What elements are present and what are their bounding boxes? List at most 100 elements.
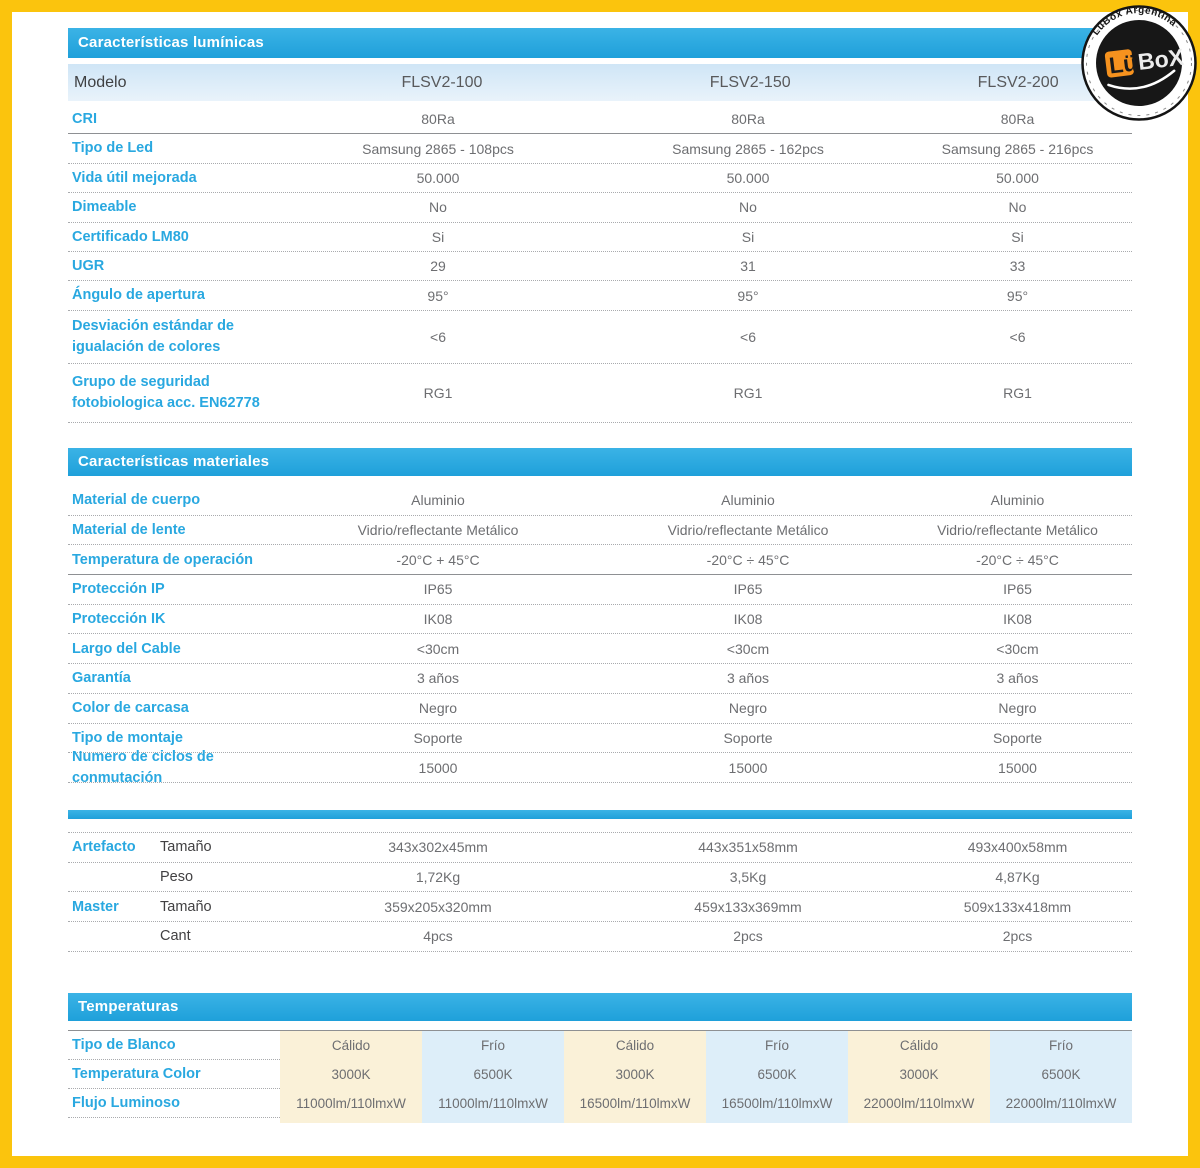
table-row: Material de lente Vidrio/reflectante Met… — [68, 516, 1132, 546]
cell: 11000lm/110lmxW — [280, 1089, 422, 1118]
cell: RG1 — [733, 384, 763, 401]
cell: 6500K — [990, 1060, 1132, 1089]
dimensiones-table: Artefacto Tamaño 343x302x45mm 443x351x58… — [68, 832, 1132, 952]
cell: 16500lm/110lmxW — [564, 1089, 706, 1118]
cell: Frío — [990, 1031, 1132, 1060]
row-label: Protección IK — [72, 610, 166, 627]
row-label: Material de lente — [72, 521, 186, 538]
cell: 50.000 — [996, 169, 1039, 186]
sub-label: Cant — [160, 928, 191, 945]
cell: 80Ra — [1000, 111, 1035, 128]
cell: Samsung 2865 - 216pcs — [941, 140, 1094, 157]
cell: 15000 — [418, 759, 458, 776]
cell: 16500lm/110lmxW — [706, 1089, 848, 1118]
cell: 3 años — [996, 670, 1039, 687]
row-label: Tipo de Led — [72, 140, 154, 157]
cell: 1,72Kg — [415, 869, 461, 886]
cell: Negro — [728, 700, 768, 717]
cell: IK08 — [733, 611, 763, 628]
cell: IP65 — [1003, 581, 1032, 598]
table-row: Dimeable No No No — [68, 193, 1132, 223]
cell: Soporte — [413, 729, 463, 746]
cell: No — [429, 199, 447, 216]
model-column-1: FLSV2-100 — [401, 73, 483, 91]
row-label: Garantía — [72, 670, 131, 687]
cell: Cálido — [848, 1031, 990, 1060]
table-row: Garantía 3 años 3 años 3 años — [68, 664, 1132, 694]
cell: 31 — [740, 258, 756, 275]
table-row: UGR 29 31 33 — [68, 252, 1132, 282]
row-label: Grupo de seguridad fotobiologica acc. EN… — [72, 374, 260, 411]
cell: 2pcs — [733, 928, 763, 945]
cell: <6 — [1009, 328, 1026, 345]
sub-label: Tamaño — [160, 839, 212, 856]
cell: <30cm — [726, 640, 770, 657]
section-title: Características lumínicas — [78, 34, 264, 51]
row-label: Numero de ciclos de conmutación — [72, 749, 214, 786]
table-row: Cant 4pcs 2pcs 2pcs — [68, 922, 1132, 952]
cell: Si — [1011, 228, 1024, 245]
row-label: Dimeable — [72, 199, 137, 216]
cell: Frío — [422, 1031, 564, 1060]
materiales-table: Material de cuerpo Aluminio Aluminio Alu… — [68, 486, 1132, 786]
luminicas-table: CRI 80Ra 80Ra 80Ra Tipo de Led Samsung 2… — [68, 105, 1132, 423]
cell: 22000lm/110lmxW — [990, 1089, 1132, 1118]
cell: 3 años — [726, 670, 770, 687]
cell: Si — [431, 228, 445, 245]
cell: RG1 — [423, 384, 453, 401]
group-label: Artefacto — [72, 839, 136, 856]
lubox-logo: LüBox Argentina LüBoX — [1080, 0, 1198, 122]
table-row: Peso 1,72Kg 3,5Kg 4,87Kg — [68, 863, 1132, 893]
cell: 15000 — [728, 759, 768, 776]
cell: IK08 — [1003, 611, 1032, 628]
cell: 95° — [427, 287, 449, 304]
table-row: Tipo de montaje Soporte Soporte Soporte — [68, 724, 1132, 754]
row-label: UGR — [72, 258, 105, 274]
cell: 95° — [1006, 287, 1029, 304]
cell: <6 — [740, 328, 756, 345]
cell: 343x302x45mm — [388, 839, 488, 856]
table-row: CRI 80Ra 80Ra 80Ra — [68, 105, 1132, 135]
cell: Aluminio — [721, 492, 775, 509]
cell: <30cm — [416, 640, 460, 657]
cell: 11000lm/110lmxW — [422, 1089, 564, 1118]
cell: Samsung 2865 - 162pcs — [672, 140, 824, 157]
cell: Aluminio — [990, 492, 1045, 509]
cell: Cálido — [280, 1031, 422, 1060]
cell: 15000 — [998, 759, 1037, 776]
table-row: Ángulo de apertura 95° 95° 95° — [68, 281, 1132, 311]
section-title: Temperaturas — [78, 998, 179, 1015]
cell: <30cm — [996, 640, 1039, 657]
cell: IK08 — [423, 611, 453, 628]
section-header-materiales: Características materiales — [68, 448, 1132, 476]
cell: Soporte — [992, 729, 1043, 746]
row-label: Desviación estándar de igualación de col… — [72, 318, 234, 355]
row-label: Temperatura Color — [68, 1060, 280, 1089]
table-row: Certificado LM80 Si Si Si — [68, 223, 1132, 252]
cell: 459x133x369mm — [694, 898, 802, 915]
cell: RG1 — [1003, 384, 1032, 401]
cell: 3,5Kg — [729, 869, 767, 886]
cell: 3000K — [564, 1060, 706, 1089]
row-label: Protección IP — [72, 581, 165, 598]
section-title: Características materiales — [78, 453, 270, 470]
cell: -20°C + 45°C — [396, 551, 480, 568]
table-row: Tipo de Led Samsung 2865 - 108pcs Samsun… — [68, 134, 1132, 164]
row-label: Tipo de Blanco — [68, 1031, 280, 1060]
cell: No — [1008, 199, 1027, 216]
cell: Aluminio — [411, 492, 465, 509]
cell: 6500K — [706, 1060, 848, 1089]
table-row: Artefacto Tamaño 343x302x45mm 443x351x58… — [68, 833, 1132, 863]
cell: 493x400x58mm — [967, 839, 1068, 856]
cell: Cálido — [564, 1031, 706, 1060]
cell: 3000K — [848, 1060, 990, 1089]
table-row: Numero de ciclos de conmutación 15000 15… — [68, 749, 1132, 786]
cell: 29 — [430, 258, 446, 275]
cell: 3000K — [280, 1060, 422, 1089]
cell: 50.000 — [416, 169, 460, 186]
row-label: Temperatura de operación — [72, 551, 254, 568]
cell: Vidrio/reflectante Metálico — [667, 522, 829, 539]
cell: 509x133x418mm — [963, 898, 1072, 915]
cell: No — [739, 199, 757, 216]
